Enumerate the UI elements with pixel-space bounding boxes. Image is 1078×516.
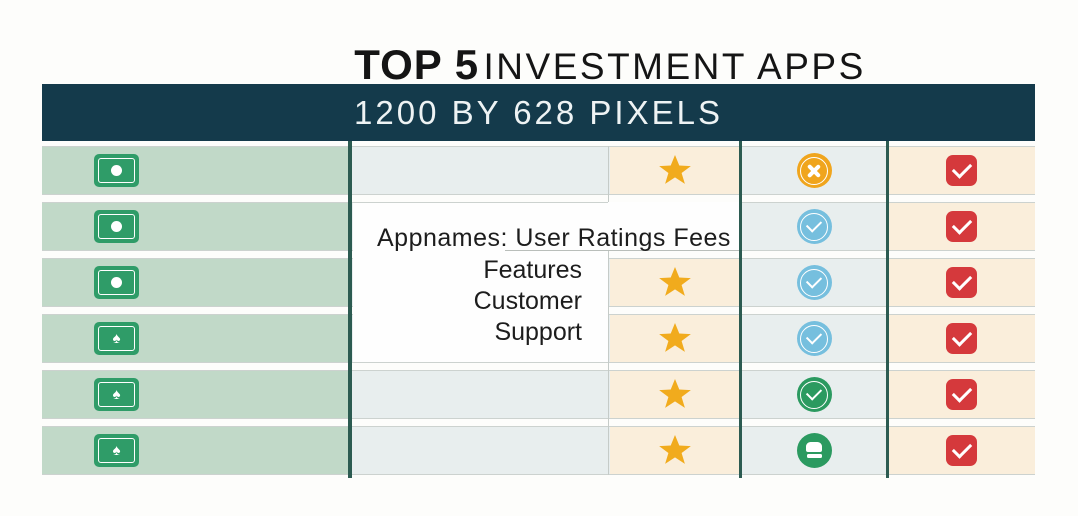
user-rating-cell — [610, 147, 740, 194]
check-glyph — [805, 216, 823, 233]
app-name-cell: ♠ — [42, 315, 348, 362]
banknote-icon: ♠ — [94, 378, 139, 411]
app-name-cell: ♠ — [42, 427, 348, 474]
column-divider-3 — [886, 141, 889, 478]
check-glyph — [805, 384, 823, 401]
note-support-label: Support — [494, 318, 582, 346]
app-name-cell — [42, 203, 348, 250]
app-title-cell — [348, 427, 610, 474]
banknote-icon: ♠ — [94, 322, 139, 355]
star-icon — [659, 323, 691, 352]
size-banner-text: 1200 BY 628 PIXELS — [354, 93, 723, 131]
check-glyph — [805, 328, 823, 345]
note-criteria-labels: Features Customer Support — [353, 255, 596, 348]
fees-status-cell — [740, 203, 888, 250]
coin-icon — [111, 277, 122, 288]
table-row-1 — [42, 146, 1035, 195]
user-rating-cell — [610, 371, 740, 418]
user-rating-cell — [610, 315, 740, 362]
app-name-cell — [42, 259, 348, 306]
check-glyph — [951, 158, 972, 179]
checked-checkbox-icon — [946, 267, 977, 298]
check-glyph — [805, 272, 823, 289]
coin-icon — [111, 165, 122, 176]
checked-checkbox-icon — [946, 323, 977, 354]
leaf-icon: ♠ — [112, 442, 121, 459]
check-circle-icon — [796, 377, 832, 412]
check-glyph — [951, 438, 972, 459]
note-features-label: Features — [483, 256, 582, 284]
fees-status-cell — [740, 259, 888, 306]
customer-support-cell — [888, 259, 1035, 306]
note-box-extension — [608, 202, 740, 251]
check-glyph — [951, 270, 972, 291]
check-glyph — [951, 382, 972, 403]
customer-support-cell — [888, 203, 1035, 250]
check-glyph — [951, 214, 972, 235]
check-circle-icon — [796, 265, 832, 300]
app-name-cell: ♠ — [42, 371, 348, 418]
check-circle-icon — [796, 209, 832, 244]
star-icon — [659, 379, 691, 408]
leaf-icon: ♠ — [112, 330, 121, 347]
column-divider-2 — [739, 141, 742, 478]
customer-support-cell — [888, 371, 1035, 418]
card-glyph — [806, 442, 822, 458]
column-divider-1 — [348, 141, 352, 478]
cross-glyph — [806, 163, 822, 179]
star-icon — [659, 267, 691, 296]
banknote-icon: ♠ — [94, 434, 139, 467]
card-circle-icon — [796, 433, 832, 468]
check-circle-icon — [796, 321, 832, 356]
checked-checkbox-icon — [946, 435, 977, 466]
note-customer-label: Customer — [473, 287, 582, 315]
app-name-cell — [42, 147, 348, 194]
checked-checkbox-icon — [946, 211, 977, 242]
checked-checkbox-icon — [946, 379, 977, 410]
star-icon — [659, 435, 691, 464]
table-row-5: ♠ — [42, 370, 1035, 419]
star-icon — [659, 155, 691, 184]
page-title-bold: TOP 5 — [354, 41, 480, 88]
app-title-cell — [348, 147, 610, 194]
leaf-icon: ♠ — [112, 386, 121, 403]
page-title: TOP 5 INVESTMENT APPS — [354, 41, 866, 89]
checked-checkbox-icon — [946, 155, 977, 186]
user-rating-cell — [610, 427, 740, 474]
note-underline — [505, 250, 608, 251]
check-glyph — [951, 326, 972, 347]
size-banner: 1200 BY 628 PIXELS — [42, 84, 1035, 141]
fees-status-cell — [740, 427, 888, 474]
customer-support-cell — [888, 315, 1035, 362]
banknote-icon — [94, 154, 139, 187]
coin-icon — [111, 221, 122, 232]
customer-support-cell — [888, 427, 1035, 474]
note-box — [353, 202, 608, 363]
page-title-rest: INVESTMENT APPS — [483, 46, 866, 87]
note-appnames-label: Appnames: User Ratings Fees — [377, 224, 731, 252]
app-title-cell — [348, 371, 610, 418]
cross-circle-icon — [796, 153, 832, 188]
banknote-icon — [94, 210, 139, 243]
customer-support-cell — [888, 147, 1035, 194]
column-divider-light — [608, 146, 609, 475]
banknote-icon — [94, 266, 139, 299]
user-rating-cell — [610, 259, 740, 306]
table-row-6: ♠ — [42, 426, 1035, 475]
fees-status-cell — [740, 147, 888, 194]
fees-status-cell — [740, 315, 888, 362]
fees-status-cell — [740, 371, 888, 418]
